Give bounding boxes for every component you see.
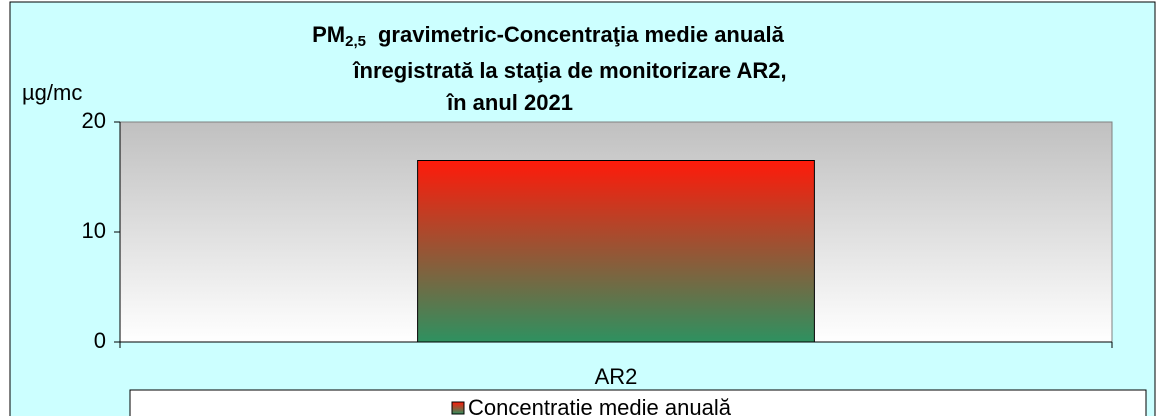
y-axis-label: µg/mc — [22, 80, 82, 105]
chart-title: în anul 2021 — [446, 90, 573, 115]
bar — [417, 160, 815, 343]
y-tick-label: 0 — [94, 328, 106, 353]
y-tick-label: 10 — [82, 218, 106, 243]
x-tick-label: AR2 — [595, 364, 638, 389]
legend-swatch — [451, 401, 465, 415]
y-tick-label: 20 — [82, 108, 106, 133]
legend-label: Concentratie medie anuală — [468, 395, 732, 416]
chart-title: înregistrată la staţia de monitorizare A… — [352, 58, 786, 83]
chart-title: PM2,5 gravimetric-Concentraţia medie anua… — [312, 22, 785, 50]
legend — [129, 389, 1147, 416]
